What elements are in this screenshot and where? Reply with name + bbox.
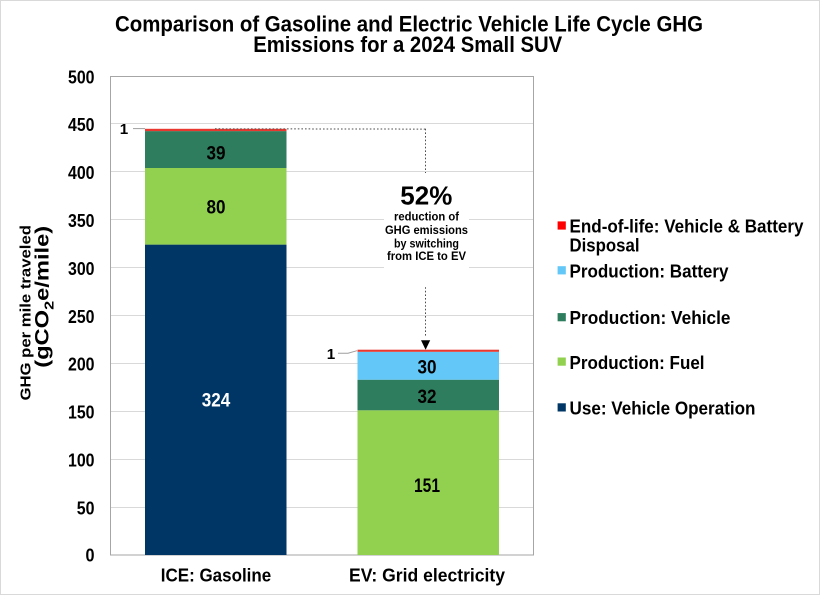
svg-text:400: 400	[68, 163, 95, 183]
svg-text:300: 300	[68, 259, 95, 279]
svg-text:450: 450	[68, 115, 95, 135]
svg-text:100: 100	[68, 451, 95, 471]
svg-text:ICE: Gasoline: ICE: Gasoline	[161, 566, 271, 586]
svg-text:151: 151	[414, 476, 440, 497]
svg-text:500: 500	[68, 67, 95, 87]
svg-text:Production: Battery: Production: Battery	[570, 262, 729, 282]
svg-text:80: 80	[207, 198, 226, 219]
svg-text:39: 39	[207, 143, 226, 164]
svg-text:Use: Vehicle Operation: Use: Vehicle Operation	[570, 399, 756, 419]
svg-text:Emissions for a 2024 Small SUV: Emissions for a 2024 Small SUV	[253, 32, 562, 57]
svg-text:Production: Fuel: Production: Fuel	[570, 353, 705, 373]
svg-text:Production: Vehicle: Production: Vehicle	[570, 308, 731, 328]
svg-text:EV: Grid electricity: EV: Grid electricity	[349, 566, 506, 586]
svg-text:from ICE to EV: from ICE to EV	[387, 249, 466, 263]
svg-text:(gCO2e/mile): (gCO2e/mile)	[33, 226, 57, 368]
svg-text:250: 250	[68, 307, 95, 327]
svg-text:150: 150	[68, 403, 95, 423]
svg-text:50: 50	[77, 499, 95, 519]
svg-text:52%: 52%	[400, 181, 452, 211]
svg-text:End-of-life: Vehicle & Battery: End-of-life: Vehicle & Battery	[570, 216, 804, 236]
svg-text:1: 1	[120, 121, 129, 138]
svg-text:324: 324	[202, 391, 231, 412]
svg-text:0: 0	[86, 545, 95, 565]
svg-text:GHG per mile traveled: GHG per mile traveled	[19, 225, 35, 401]
svg-text:Comparison of Gasoline and Ele: Comparison of Gasoline and Electric Vehi…	[115, 11, 703, 36]
svg-text:30: 30	[418, 358, 437, 379]
svg-text:reduction of: reduction of	[394, 209, 460, 223]
svg-text:200: 200	[68, 355, 95, 375]
svg-text:Disposal: Disposal	[570, 236, 640, 256]
svg-text:by switching: by switching	[394, 236, 459, 250]
svg-text:1: 1	[327, 346, 336, 363]
svg-text:350: 350	[68, 211, 95, 231]
svg-text:GHG emissions: GHG emissions	[385, 223, 468, 237]
svg-text:32: 32	[418, 387, 437, 408]
